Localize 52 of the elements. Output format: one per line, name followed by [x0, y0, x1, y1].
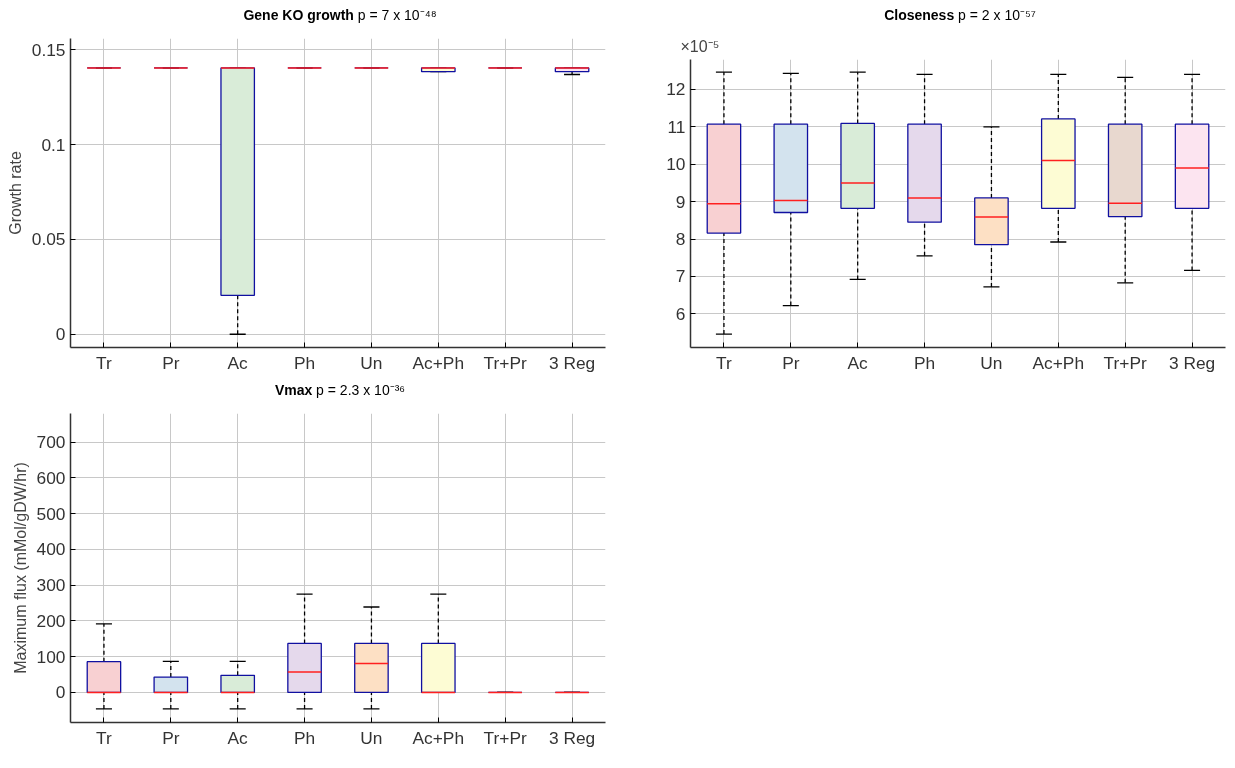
y-axis-title: Growth rate: [6, 151, 24, 235]
x-tick-label: Un: [980, 352, 1003, 373]
x-tick-label: Pr: [162, 352, 180, 373]
y-tick-label: 0.15: [31, 39, 66, 60]
chart-subtitle: p = 7 x 10⁻⁴⁸: [357, 7, 437, 23]
y-tick-label: 600: [36, 467, 66, 488]
y-tick-label: 12: [666, 79, 686, 100]
x-tick-label: Ph: [293, 727, 316, 748]
x-tick-label: Ac+Ph: [412, 727, 465, 748]
y-tick-label: 6: [675, 303, 686, 324]
y-tick-label: 300: [36, 575, 66, 596]
chart-title: Gene KO growth: [243, 7, 354, 23]
x-tick-label: 3 Reg: [1168, 352, 1216, 373]
chart-subtitle: p = 2 x 10⁻⁵⁷: [958, 7, 1036, 23]
x-tick-label: Ac: [227, 727, 249, 748]
x-tick-label: Ac: [227, 352, 249, 373]
y-axis-title: Maximum flux (mMol/gDW/hr): [11, 462, 29, 674]
text: ×10⁻⁵: [680, 37, 720, 55]
x-tick-label: Ac+Ph: [1032, 352, 1085, 373]
x-tick-label: Pr: [162, 727, 180, 748]
x-tick-label: Tr: [716, 352, 733, 373]
x-tick-label: Ac+Ph: [412, 352, 465, 373]
x-tick-label: Tr: [96, 727, 113, 748]
x-tick-label: Ac: [847, 352, 869, 373]
x-tick-label: Ph: [293, 352, 316, 373]
x-tick-label: Ph: [913, 352, 936, 373]
y-tick-label: 0: [55, 682, 66, 703]
x-tick-label: 3 Reg: [548, 727, 596, 748]
y-tick-label: 7: [675, 266, 686, 287]
y-tick-label: 500: [36, 503, 66, 524]
chart-title: Closeness: [884, 7, 955, 23]
x-tick-label: Tr+Pr: [483, 727, 527, 748]
y-tick-label: 10: [666, 154, 686, 175]
x-tick-label: Un: [360, 727, 383, 748]
x-tick-label: Tr+Pr: [483, 352, 527, 373]
chart-title: Vmax: [274, 382, 313, 398]
x-tick-label: Tr+Pr: [1103, 352, 1147, 373]
x-tick-label: Pr: [782, 352, 800, 373]
y-tick-label: 400: [36, 539, 66, 560]
y-tick-label: 0.05: [31, 229, 66, 250]
y-tick-label: 0: [55, 324, 66, 345]
y-tick-label: 100: [36, 646, 66, 667]
x-tick-label: Un: [360, 352, 383, 373]
y-tick-label: 700: [36, 432, 66, 453]
y-tick-label: 9: [675, 191, 686, 212]
x-tick-label: Tr: [96, 352, 113, 373]
chart-subtitle: p = 2.3 x 10⁻³⁶: [316, 382, 406, 398]
x-tick-label: 3 Reg: [548, 352, 596, 373]
y-tick-label: 200: [36, 610, 66, 631]
y-tick-label: 0.1: [41, 134, 66, 155]
y-tick-label: 8: [675, 229, 686, 250]
y-tick-label: 11: [667, 116, 686, 137]
